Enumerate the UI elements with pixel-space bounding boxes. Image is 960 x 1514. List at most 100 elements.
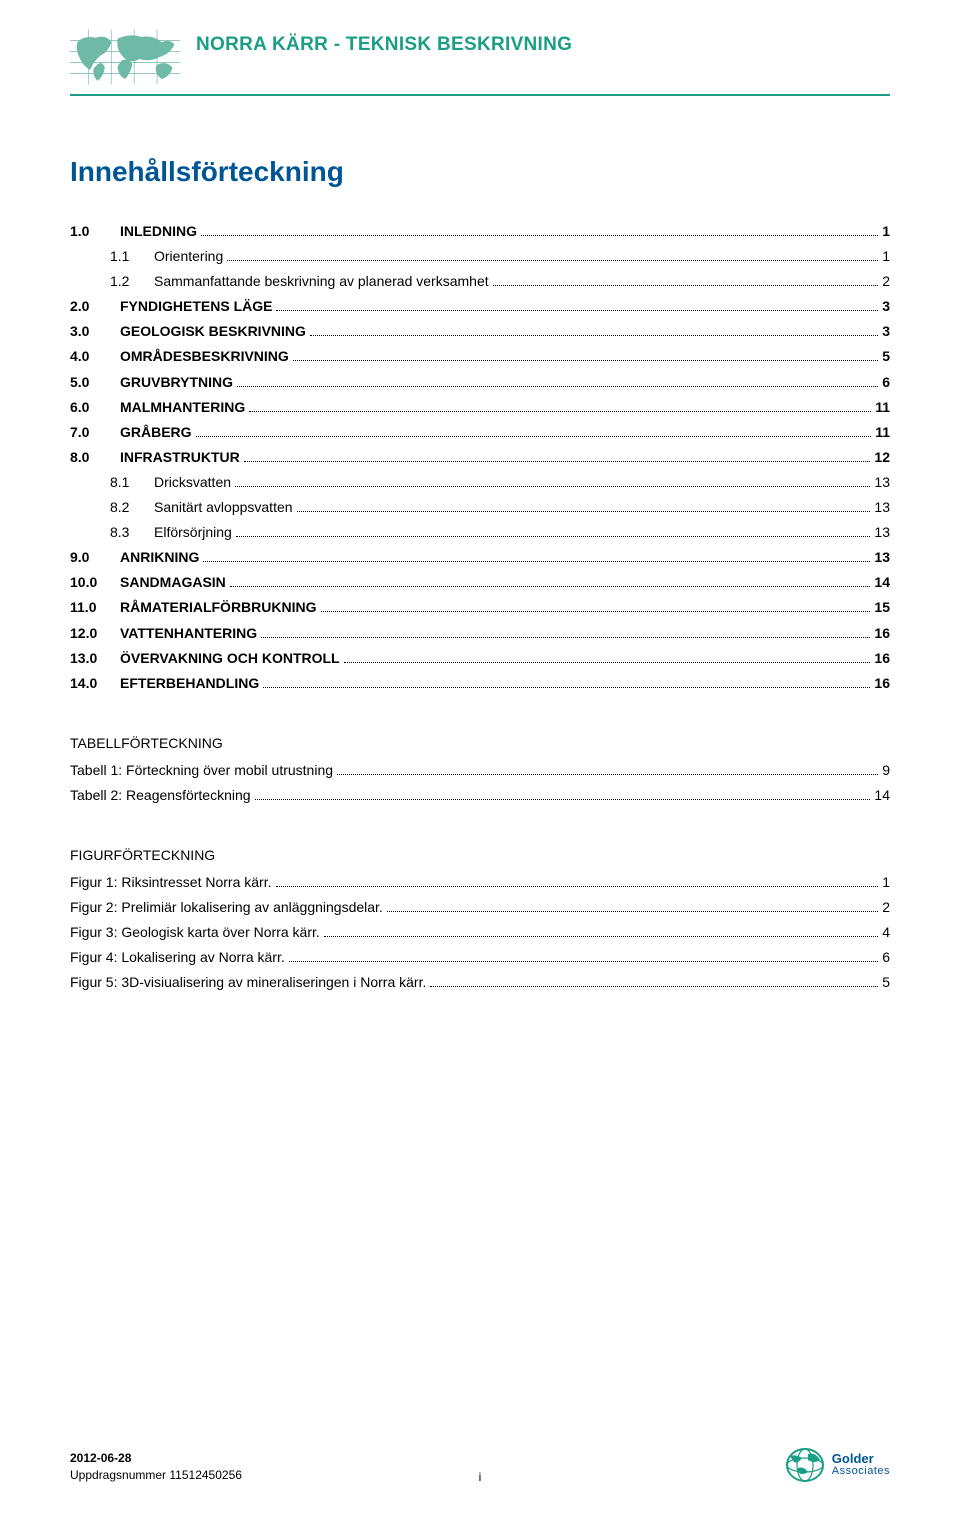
- figures-list: Figur 1: Riksintresset Norra kärr.1Figur…: [70, 871, 890, 994]
- document-title: NORRA KÄRR - TEKNISK BESKRIVNING: [196, 28, 890, 56]
- toc-page: 1: [882, 871, 890, 894]
- tables-list: Tabell 1: Förteckning över mobil utrustn…: [70, 759, 890, 807]
- toc-label: GEOLOGISK BESKRIVNING: [120, 320, 306, 343]
- toc-leader-dots: [297, 511, 871, 512]
- toc-page: 3: [882, 295, 890, 318]
- toc-row: 8.1Dricksvatten 13: [70, 471, 890, 494]
- toc-row: Figur 5: 3D-visiualisering av mineralise…: [70, 971, 890, 994]
- toc-row: Figur 2: Prelimiär lokalisering av anläg…: [70, 896, 890, 919]
- toc-label: Dricksvatten: [154, 471, 231, 494]
- footer-project-no: 11512450256: [169, 1468, 242, 1482]
- toc-label: Figur 4: Lokalisering av Norra kärr.: [70, 946, 285, 969]
- toc-row: 8.2Sanitärt avloppsvatten 13: [70, 496, 890, 519]
- toc-leader-dots: [196, 436, 872, 437]
- toc-label: ÖVERVAKNING OCH KONTROLL: [120, 647, 340, 670]
- toc-page: 13: [874, 496, 890, 519]
- toc-page: 11: [875, 396, 890, 419]
- toc-page: 6: [882, 371, 890, 394]
- toc-page: 13: [874, 521, 890, 544]
- toc-page: 5: [882, 345, 890, 368]
- toc-page: 16: [874, 647, 890, 670]
- toc-label: Sammanfattande beskrivning av planerad v…: [154, 270, 489, 293]
- toc-row: 1.2Sammanfattande beskrivning av planera…: [70, 270, 890, 293]
- toc-page: 1: [882, 245, 890, 268]
- toc-number: 8.0: [70, 446, 120, 469]
- toc-leader-dots: [237, 386, 878, 387]
- toc-leader-dots: [230, 586, 871, 587]
- toc-leader-dots: [344, 662, 871, 663]
- toc-label: Orientering: [154, 245, 223, 268]
- toc-label: SANDMAGASIN: [120, 571, 226, 594]
- toc-leader-dots: [430, 986, 878, 987]
- toc-leader-dots: [321, 611, 871, 612]
- figures-heading: FIGURFÖRTECKNING: [70, 847, 890, 863]
- toc-row: 13.0ÖVERVAKNING OCH KONTROLL16: [70, 647, 890, 670]
- toc-row: 10.0SANDMAGASIN 14: [70, 571, 890, 594]
- toc-leader-dots: [324, 936, 878, 937]
- footer-project: Uppdragsnummer 11512450256: [70, 1467, 242, 1484]
- toc-row: 8.0INFRASTRUKTUR12: [70, 446, 890, 469]
- toc-page: 2: [882, 896, 890, 919]
- toc-page: 1: [882, 220, 890, 243]
- toc-leader-dots: [235, 486, 870, 487]
- toc-row: Figur 1: Riksintresset Norra kärr. 1: [70, 871, 890, 894]
- toc-page: 2: [882, 270, 890, 293]
- toc-row: 5.0GRUVBRYTNING6: [70, 371, 890, 394]
- toc-row: 12.0VATTENHANTERING16: [70, 622, 890, 645]
- toc-row: 1.1Orientering 1: [70, 245, 890, 268]
- toc-label: ANRIKNING: [120, 546, 199, 569]
- toc-label: MALMHANTERING: [120, 396, 245, 419]
- toc-leader-dots: [310, 335, 878, 336]
- toc-number: 4.0: [70, 345, 120, 368]
- toc-leader-dots: [255, 799, 871, 800]
- toc-page: 6: [882, 946, 890, 969]
- toc-page: 9: [882, 759, 890, 782]
- toc-leader-dots: [201, 235, 878, 236]
- toc-number: 8.2: [110, 496, 154, 519]
- toc-label: Sanitärt avloppsvatten: [154, 496, 293, 519]
- toc-label: Elförsörjning: [154, 521, 232, 544]
- footer-left: 2012-06-28 Uppdragsnummer 11512450256: [70, 1450, 242, 1484]
- toc-number: 1.2: [110, 270, 154, 293]
- toc-label: Tabell 2: Reagensförteckning: [70, 784, 251, 807]
- toc-page: 11: [875, 421, 890, 444]
- toc-number: 8.1: [110, 471, 154, 494]
- toc-label: INLEDNING: [120, 220, 197, 243]
- document-page: NORRA KÄRR - TEKNISK BESKRIVNING Innehål…: [0, 0, 960, 1514]
- toc-number: 10.0: [70, 571, 120, 594]
- toc-row: 14.0EFTERBEHANDLING16: [70, 672, 890, 695]
- toc-leader-dots: [337, 774, 878, 775]
- toc-row: 6.0MALMHANTERING11: [70, 396, 890, 419]
- toc-label: Figur 1: Riksintresset Norra kärr.: [70, 871, 272, 894]
- globe-icon: [784, 1446, 826, 1484]
- toc-row: Tabell 1: Förteckning över mobil utrustn…: [70, 759, 890, 782]
- toc-number: 1.1: [110, 245, 154, 268]
- toc-page: 13: [874, 471, 890, 494]
- toc-label: RÅMATERIALFÖRBRUKNING: [120, 596, 317, 619]
- toc-leader-dots: [276, 310, 878, 311]
- toc-label: GRUVBRYTNING: [120, 371, 233, 394]
- toc-leader-dots: [244, 461, 871, 462]
- toc-page: 14: [874, 571, 890, 594]
- page-footer: 2012-06-28 Uppdragsnummer 11512450256 i …: [70, 1446, 890, 1484]
- toc-label: Figur 2: Prelimiär lokalisering av anläg…: [70, 896, 383, 919]
- toc-row: 3.0GEOLOGISK BESKRIVNING3: [70, 320, 890, 343]
- toc-page: 16: [874, 622, 890, 645]
- toc-leader-dots: [387, 911, 878, 912]
- toc-page: 13: [874, 546, 890, 569]
- toc-label: GRÅBERG: [120, 421, 192, 444]
- toc-main-list: 1.0INLEDNING11.1Orientering11.2Sammanfat…: [70, 220, 890, 695]
- toc-label: Tabell 1: Förteckning över mobil utrustn…: [70, 759, 333, 782]
- toc-row: 1.0INLEDNING1: [70, 220, 890, 243]
- footer-date: 2012-06-28: [70, 1450, 242, 1467]
- toc-page: 14: [874, 784, 890, 807]
- toc-number: 3.0: [70, 320, 120, 343]
- toc-label: Figur 3: Geologisk karta över Norra kärr…: [70, 921, 320, 944]
- toc-page: 4: [882, 921, 890, 944]
- toc-leader-dots: [203, 561, 870, 562]
- page-header: NORRA KÄRR - TEKNISK BESKRIVNING: [70, 28, 890, 86]
- toc-row: 9.0ANRIKNING13: [70, 546, 890, 569]
- toc-leader-dots: [289, 961, 878, 962]
- toc-number: 2.0: [70, 295, 120, 318]
- golder-logo: Golder Associates: [784, 1446, 890, 1484]
